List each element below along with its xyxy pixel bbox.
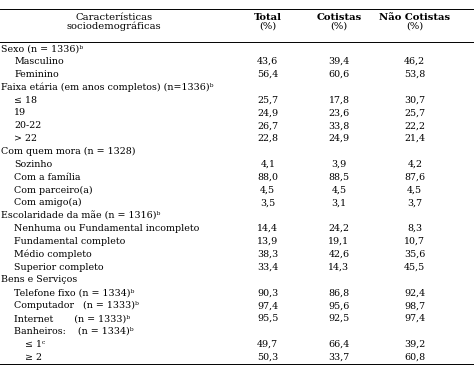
Text: 4,5: 4,5 [331,186,346,195]
Text: (%): (%) [259,22,276,31]
Text: 24,9: 24,9 [328,134,349,143]
Text: > 22: > 22 [14,134,37,143]
Text: 97,4: 97,4 [404,314,425,323]
Text: 60,8: 60,8 [404,353,425,362]
Text: 3,5: 3,5 [260,198,275,208]
Text: 86,8: 86,8 [328,288,349,297]
Text: 4,2: 4,2 [407,160,422,169]
Text: 10,7: 10,7 [404,237,425,246]
Text: 19: 19 [14,108,27,118]
Text: Masculino: Masculino [14,57,64,66]
Text: 24,9: 24,9 [257,108,278,118]
Text: 56,4: 56,4 [257,70,278,79]
Text: 17,8: 17,8 [328,96,349,105]
Text: 23,6: 23,6 [328,108,349,118]
Text: 98,7: 98,7 [404,301,425,310]
Text: 30,7: 30,7 [404,96,425,105]
Text: Bens e Serviços: Bens e Serviços [1,276,77,285]
Text: 33,8: 33,8 [328,121,349,130]
Text: 4,1: 4,1 [260,160,275,169]
Text: Computador   (n = 1333)ᵇ: Computador (n = 1333)ᵇ [14,301,139,310]
Text: 39,4: 39,4 [328,57,349,66]
Text: Escolaridade da mãe (n = 1316)ᵇ: Escolaridade da mãe (n = 1316)ᵇ [1,211,160,220]
Text: 50,3: 50,3 [257,353,278,362]
Text: 21,4: 21,4 [404,134,425,143]
Text: 92,4: 92,4 [404,288,425,297]
Text: 3,9: 3,9 [331,160,346,169]
Text: 8,3: 8,3 [407,224,422,233]
Text: Feminino: Feminino [14,70,59,79]
Text: ≥ 2: ≥ 2 [25,353,42,362]
Text: 14,4: 14,4 [257,224,278,233]
Text: 38,3: 38,3 [257,250,278,259]
Text: Nenhuma ou Fundamental incompleto: Nenhuma ou Fundamental incompleto [14,224,200,233]
Text: 22,8: 22,8 [257,134,278,143]
Text: 87,6: 87,6 [404,173,425,182]
Text: Não Cotistas: Não Cotistas [379,13,450,22]
Text: 92,5: 92,5 [328,314,349,323]
Text: 88,0: 88,0 [257,173,278,182]
Text: ≤ 1ᶜ: ≤ 1ᶜ [25,340,45,349]
Text: 88,5: 88,5 [328,173,349,182]
Text: 60,6: 60,6 [328,70,349,79]
Text: 33,4: 33,4 [257,263,278,272]
Text: ≤ 18: ≤ 18 [14,96,37,105]
Text: 3,1: 3,1 [331,198,346,208]
Text: Com parceiro(a): Com parceiro(a) [14,186,93,195]
Text: Telefone fixo (n = 1334)ᵇ: Telefone fixo (n = 1334)ᵇ [14,288,135,297]
Text: 19,1: 19,1 [328,237,349,246]
Text: (%): (%) [406,22,423,31]
Text: 95,5: 95,5 [257,314,279,323]
Text: Com quem mora (n = 1328): Com quem mora (n = 1328) [1,147,136,156]
Text: 20-22: 20-22 [14,121,41,130]
Text: 33,7: 33,7 [328,353,349,362]
Text: 26,7: 26,7 [257,121,278,130]
Text: 43,6: 43,6 [257,57,278,66]
Text: Com amigo(a): Com amigo(a) [14,198,82,208]
Text: 66,4: 66,4 [328,340,349,349]
Text: (%): (%) [330,22,347,31]
Text: 42,6: 42,6 [328,250,349,259]
Text: 46,2: 46,2 [404,57,425,66]
Text: 25,7: 25,7 [257,96,278,105]
Text: 24,2: 24,2 [328,224,349,233]
Text: 97,4: 97,4 [257,301,278,310]
Text: sociodemográficas: sociodemográficas [66,22,161,31]
Text: 4,5: 4,5 [407,186,422,195]
Text: 95,6: 95,6 [328,301,350,310]
Text: Total: Total [254,13,282,22]
Text: 3,7: 3,7 [407,198,422,208]
Text: 49,7: 49,7 [257,340,278,349]
Text: Faixa etária (em anos completos) (n=1336)ᵇ: Faixa etária (em anos completos) (n=1336… [1,82,213,92]
Text: Sozinho: Sozinho [14,160,53,169]
Text: 14,3: 14,3 [328,263,349,272]
Text: Médio completo: Médio completo [14,249,92,259]
Text: Cotistas: Cotistas [316,13,362,22]
Text: Fundamental completo: Fundamental completo [14,237,126,246]
Text: Superior completo: Superior completo [14,263,104,272]
Text: 39,2: 39,2 [404,340,425,349]
Text: 25,7: 25,7 [404,108,425,118]
Text: 45,5: 45,5 [404,263,425,272]
Text: 53,8: 53,8 [404,70,425,79]
Text: 4,5: 4,5 [260,186,275,195]
Text: Características: Características [75,13,152,22]
Text: Com a família: Com a família [14,173,81,182]
Text: Internet       (n = 1333)ᵇ: Internet (n = 1333)ᵇ [14,314,130,323]
Text: Sexo (n = 1336)ᵇ: Sexo (n = 1336)ᵇ [1,44,83,53]
Text: 13,9: 13,9 [257,237,278,246]
Text: 90,3: 90,3 [257,288,278,297]
Text: Banheiros:    (n = 1334)ᵇ: Banheiros: (n = 1334)ᵇ [14,327,134,336]
Text: 22,2: 22,2 [404,121,425,130]
Text: 35,6: 35,6 [404,250,426,259]
